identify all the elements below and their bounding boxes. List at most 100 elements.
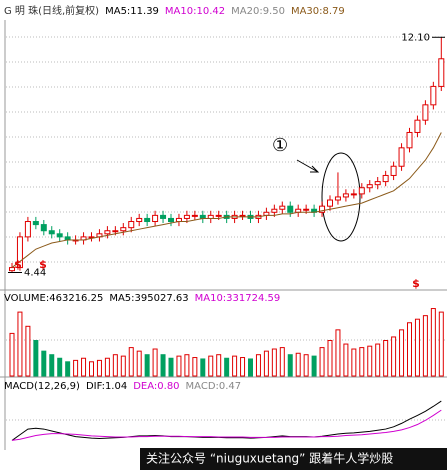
candle-body	[334, 196, 341, 201]
volume-bar	[168, 357, 174, 377]
volume-bar	[89, 361, 94, 377]
volume-bar	[263, 350, 269, 377]
volume-bar	[438, 311, 444, 377]
candle-body	[104, 230, 111, 235]
candle-body	[414, 119, 421, 133]
volume-bar	[248, 358, 253, 377]
candle-body	[390, 165, 397, 176]
candle-body	[32, 221, 39, 226]
header-label: MA30:8.79	[291, 6, 345, 17]
volume-bar	[65, 361, 71, 377]
volume-bar	[319, 347, 325, 377]
volume-bar	[136, 350, 142, 377]
candle-body	[88, 236, 95, 239]
volume-bar	[200, 358, 206, 377]
volume-bar	[383, 340, 389, 377]
candle-body	[279, 205, 286, 210]
candle-body	[128, 221, 135, 229]
price-header: G 明 珠(日线,前复权) MA5:11.39 MA10:10.42 MA20:9.5…	[4, 4, 345, 17]
volume-bar	[120, 355, 126, 377]
volume-bar	[73, 359, 79, 377]
volume-bar	[25, 325, 31, 377]
volume-bar	[391, 336, 397, 377]
volume-bar	[359, 347, 365, 377]
volume-bar	[375, 343, 381, 377]
volume-bar	[152, 348, 158, 377]
volume-bar	[271, 348, 277, 377]
volume-bar	[216, 354, 222, 377]
header-label: DIF:1.04	[86, 381, 127, 392]
volume-bar	[287, 354, 293, 377]
header-label: MA5:395027.63	[109, 293, 188, 304]
volume-bar	[311, 355, 317, 377]
volume-bar	[17, 311, 23, 377]
volume-bar	[255, 354, 261, 377]
candle-body	[112, 230, 119, 233]
volume-bar	[41, 350, 47, 377]
candle-body	[56, 233, 63, 238]
header-label: MA10:331724.59	[195, 293, 281, 304]
volume-header: VOLUME:463216.25 MA5:395027.63 MA10:331724…	[4, 293, 280, 304]
volume-bar	[343, 343, 349, 377]
volume-bar	[192, 357, 198, 377]
volume-bar	[422, 315, 428, 377]
header-label: MACD(12,26,9)	[4, 381, 80, 392]
candle-body	[366, 184, 373, 189]
high-mark-label: 12.10	[401, 32, 430, 43]
volume-bar	[327, 340, 333, 377]
macd-header: MACD(12,26,9) DIF:1.04 DEA:0.80 MACD:0.47	[4, 381, 241, 392]
candle-body	[136, 217, 143, 223]
candle-body	[40, 224, 47, 232]
candle-body	[168, 217, 174, 223]
candle-body	[24, 221, 31, 238]
watermark-bar	[140, 448, 447, 470]
candle-body	[382, 174, 389, 183]
volume-bar	[303, 354, 309, 377]
signal-marker: $	[14, 258, 22, 271]
candle-body	[342, 193, 349, 198]
volume-bar	[160, 354, 166, 377]
candle-body	[239, 214, 246, 217]
volume-bar	[279, 347, 285, 377]
annotation-ellipse	[321, 152, 361, 242]
candle-body	[215, 214, 222, 217]
candle-body	[374, 181, 381, 186]
candle-body	[430, 85, 437, 106]
volume-bar	[295, 352, 301, 377]
macd-line	[11, 409, 442, 441]
candle-body	[160, 214, 167, 219]
volume-bar	[112, 354, 118, 377]
volume-bar	[176, 355, 182, 377]
volume-bar	[57, 357, 63, 377]
volume-bar	[104, 357, 110, 377]
annotation-arrow	[296, 159, 320, 173]
header-label: G 明 珠(日线,前复权)	[4, 4, 99, 17]
candle-body	[16, 236, 23, 269]
candle-body	[438, 58, 445, 87]
volume-bar	[232, 355, 238, 377]
header-label: MACD:0.47	[186, 381, 242, 392]
volume-bar	[184, 354, 190, 377]
volume-bar	[399, 329, 405, 377]
header-label: DEA:0.80	[133, 381, 179, 392]
header-label: MA20:9.50	[231, 6, 285, 17]
candle-body	[303, 208, 310, 211]
candle-body	[271, 208, 278, 213]
header-label: MA10:10.42	[165, 6, 225, 17]
volume-bar	[33, 340, 39, 377]
header-label: MA5:11.39	[105, 6, 159, 17]
volume-bar	[430, 308, 436, 377]
candle-body	[350, 193, 357, 196]
volume-bar	[367, 345, 373, 377]
volume-bar	[414, 318, 420, 377]
candle-body	[398, 147, 405, 167]
low-mark-label: 4.44	[24, 267, 46, 278]
volume-bar	[351, 348, 357, 377]
candle-body	[287, 205, 294, 213]
volume-bar	[208, 355, 214, 377]
header-label: VOLUME:463216.25	[4, 293, 103, 304]
signal-marker: $	[39, 258, 47, 271]
volume-bar	[81, 357, 87, 377]
